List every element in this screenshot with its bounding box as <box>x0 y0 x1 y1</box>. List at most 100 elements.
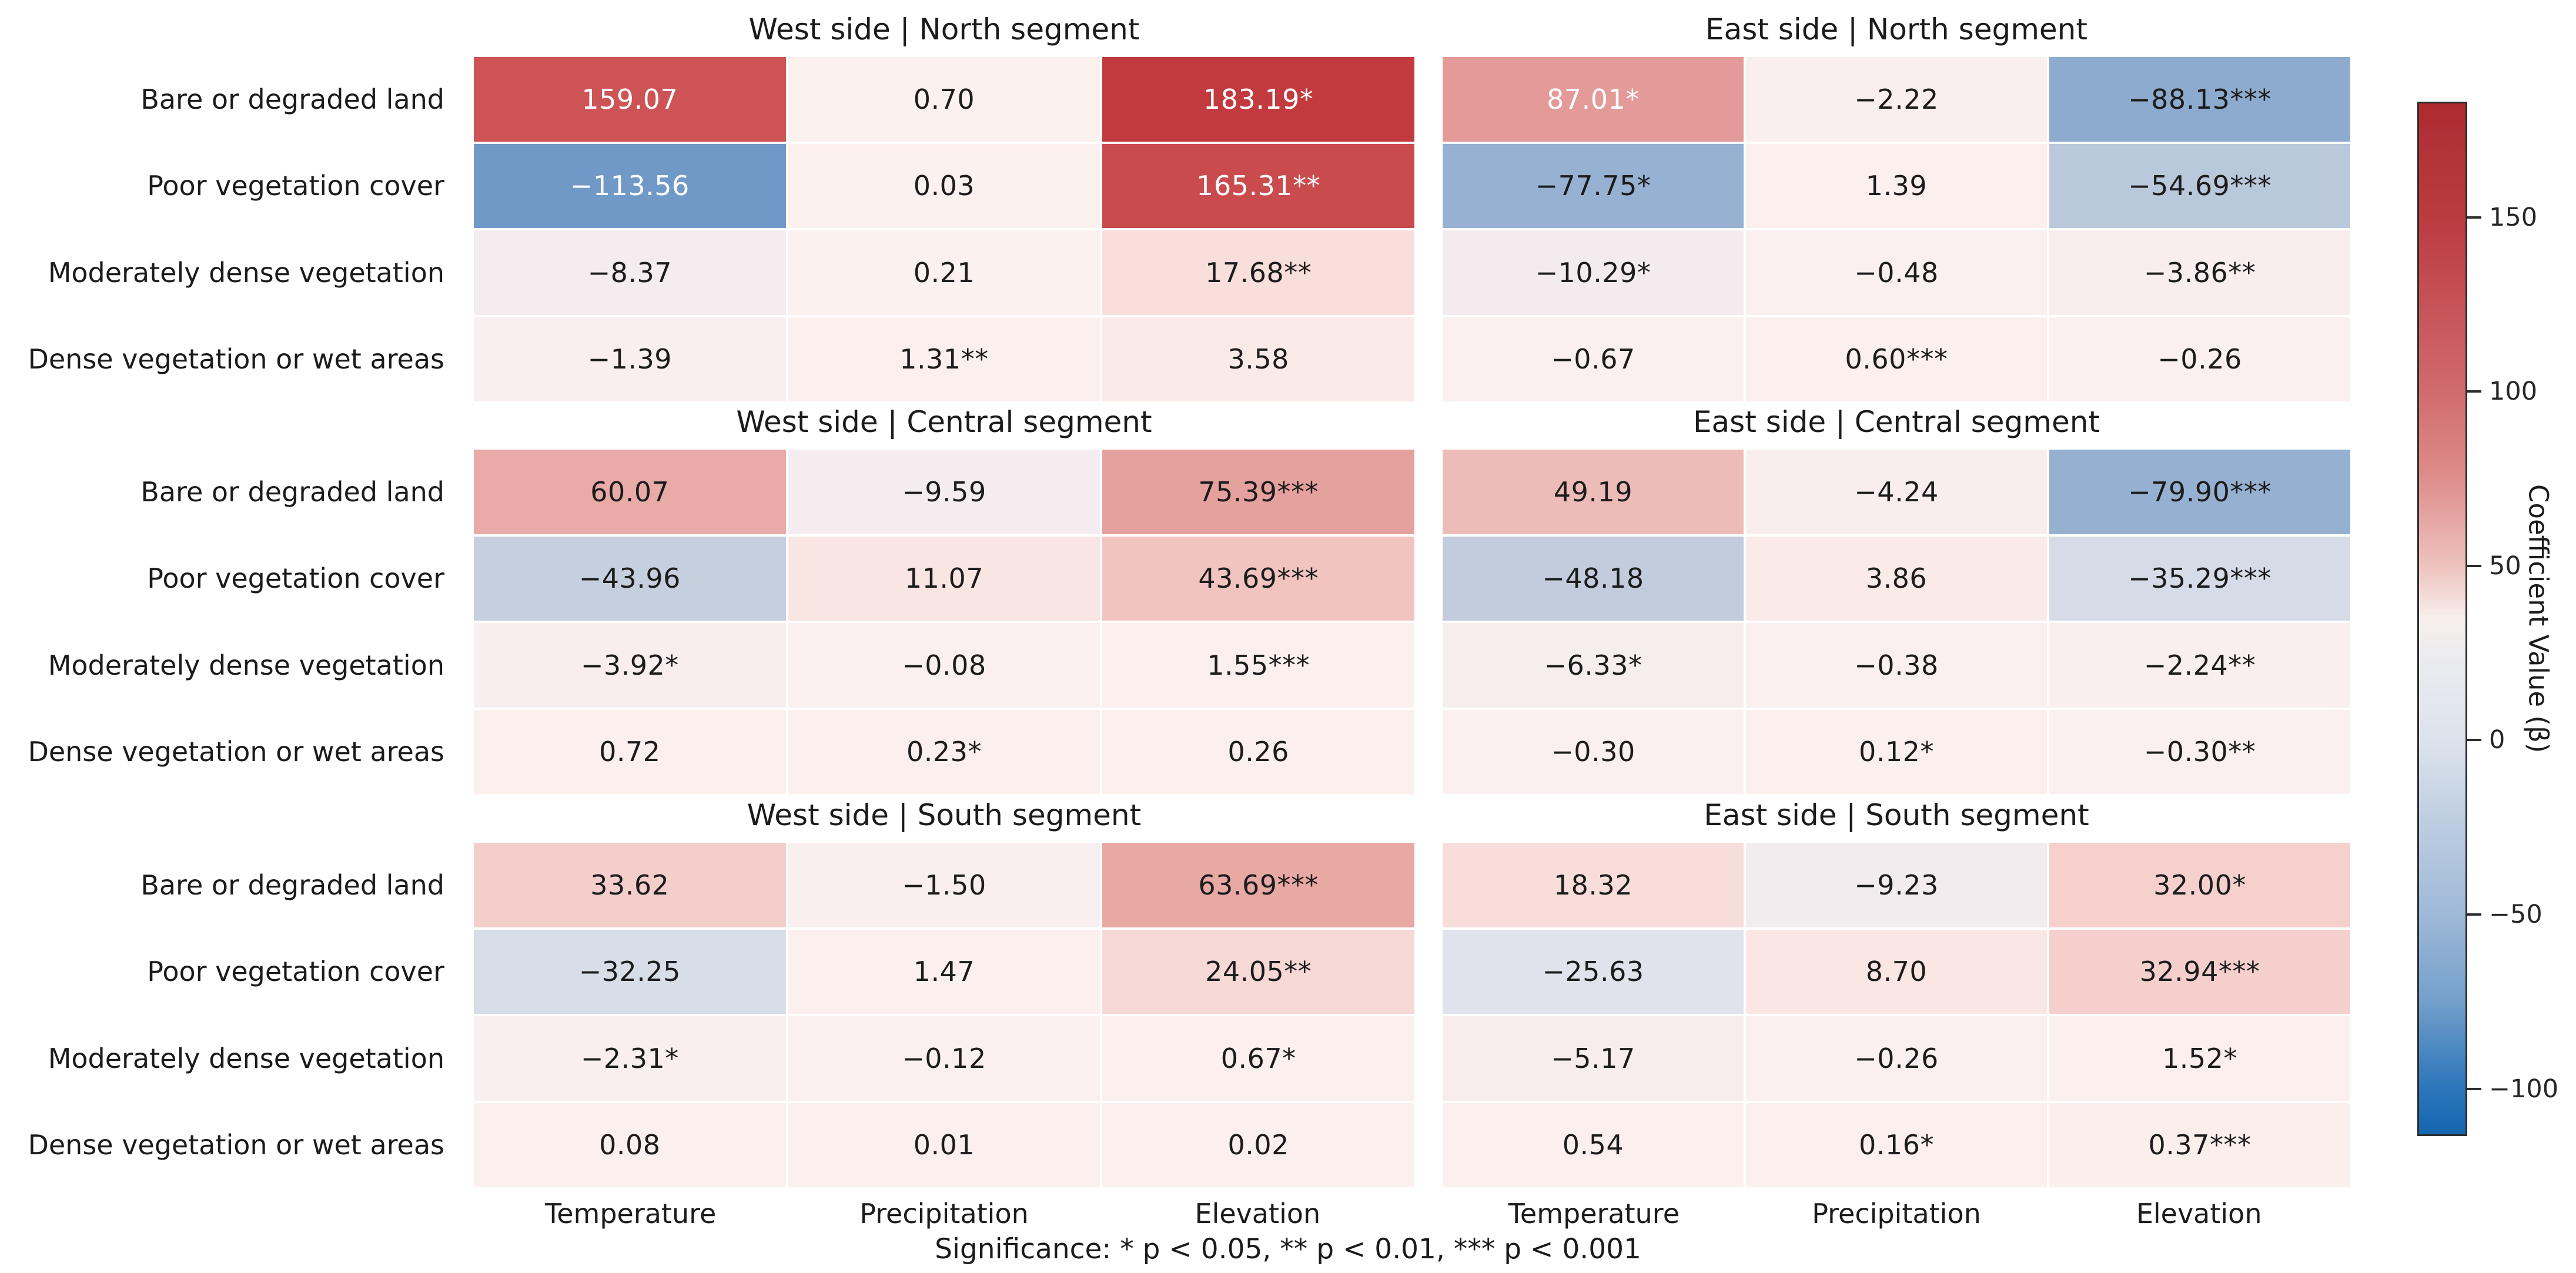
heatmap-cell: 0.37*** <box>2049 1103 2350 1187</box>
heatmap-cell: −6.33* <box>1443 623 1744 708</box>
heatmap-cell: −79.90*** <box>2049 450 2350 534</box>
heatmap-cell: −3.86** <box>2049 230 2350 315</box>
heatmap-cell: 17.68** <box>1102 230 1414 315</box>
heatmap-cell: −32.25 <box>474 929 786 1014</box>
panel-title: West side | Central segment <box>736 405 1152 439</box>
heatmap-cell: 0.02 <box>1102 1103 1414 1187</box>
row-label: Bare or degraded land <box>140 475 444 508</box>
x-axis-label: Temperature <box>544 1198 717 1230</box>
heatmap-cell: 0.08 <box>474 1103 786 1187</box>
row-label: Dense vegetation or wet areas <box>28 343 444 376</box>
row-label: Bare or degraded land <box>140 869 444 901</box>
row-label: Moderately dense vegetation <box>48 1042 444 1074</box>
heatmap-cell: −54.69*** <box>2049 143 2350 228</box>
heatmap-panel: 49.19 −4.24 −79.90*** −48.18 3.86 −35.29*** −6… <box>1443 450 2350 794</box>
heatmap-cell: −0.67 <box>1443 317 1744 401</box>
heatmap-cell: −1.50 <box>788 843 1100 927</box>
heatmap-cell: −77.75* <box>1443 143 1744 228</box>
significance-footnote: Significance: * p < 0.05, ** p < 0.01, *… <box>935 1233 1641 1265</box>
heatmap-cell: 32.94*** <box>2049 929 2350 1014</box>
heatmap-cell: 87.01* <box>1443 57 1744 142</box>
heatmap-cell: 165.31** <box>1102 143 1414 228</box>
panel-title: East side | Central segment <box>1692 405 2100 439</box>
heatmap-cell: 1.47 <box>788 929 1100 1014</box>
heatmap-panel: 87.01* −2.22 −88.13*** −77.75* 1.39 −54.69***… <box>1443 57 2350 401</box>
row-label: Poor vegetation cover <box>147 562 444 595</box>
heatmap-cell: 0.23* <box>788 709 1100 794</box>
colorbar-tick <box>2467 913 2481 916</box>
heatmap-cell: −3.92* <box>474 623 786 708</box>
x-axis-label: Precipitation <box>1812 1198 1981 1230</box>
heatmap-cell: 33.62 <box>474 843 786 927</box>
heatmap-cell: 0.12* <box>1746 709 2047 794</box>
heatmap-cell: 3.58 <box>1102 317 1414 401</box>
heatmap-cell: 63.69*** <box>1102 843 1414 927</box>
heatmap-panel: 18.32 −9.23 32.00* −25.63 8.70 32.94*** −5.17−… <box>1443 843 2350 1187</box>
heatmap-panel: 159.07 0.70 183.19* −113.56 0.03 165.31** −8.3… <box>474 57 1414 401</box>
heatmap-cell: −0.38 <box>1746 623 2047 708</box>
colorbar-axis-label: Coefficient Value (β) <box>2523 484 2554 753</box>
heatmap-cell: 0.21 <box>788 230 1100 315</box>
heatmap-cell: −25.63 <box>1443 929 1744 1014</box>
row-label: Poor vegetation cover <box>147 170 444 202</box>
heatmap-cell: −2.22 <box>1746 57 2047 142</box>
heatmap-cell: −0.08 <box>788 623 1100 708</box>
heatmap-cell: −0.30** <box>2049 709 2350 794</box>
heatmap-cell: −9.59 <box>788 450 1100 534</box>
colorbar-tick-label: 50 <box>2489 551 2521 581</box>
heatmap-cell: −5.17 <box>1443 1016 1744 1101</box>
heatmap-cell: −35.29*** <box>2049 536 2350 621</box>
heatmap-cell: −8.37 <box>474 230 786 315</box>
colorbar-tick <box>2467 739 2481 742</box>
heatmap-cell: 24.05** <box>1102 929 1414 1014</box>
colorbar-tick <box>2467 390 2481 393</box>
colorbar-tick-label: 100 <box>2489 377 2538 407</box>
x-axis-label: Temperature <box>1508 1198 1680 1230</box>
heatmap-cell: 0.01 <box>788 1103 1100 1187</box>
heatmap-cell: 1.39 <box>1746 143 2047 228</box>
heatmap-cell: 8.70 <box>1746 929 2047 1014</box>
colorbar-tick <box>2467 564 2481 567</box>
heatmap-cell: 0.16* <box>1746 1103 2047 1187</box>
x-axis-label: Elevation <box>1195 1198 1321 1230</box>
heatmap-cell: −1.39 <box>474 317 786 401</box>
heatmap-cell: −88.13*** <box>2049 57 2350 142</box>
heatmap-cell: 43.69*** <box>1102 536 1414 621</box>
heatmap-cell: −113.56 <box>474 143 786 228</box>
heatmap-cell: −4.24 <box>1746 450 2047 534</box>
heatmap-cell: 1.55*** <box>1102 623 1414 708</box>
heatmap-cell: −48.18 <box>1443 536 1744 621</box>
heatmap-cell: 183.19* <box>1102 57 1414 142</box>
x-axis-label: Elevation <box>2136 1198 2262 1230</box>
colorbar-tick <box>2467 216 2481 219</box>
heatmap-cell: −10.29* <box>1443 230 1744 315</box>
colorbar-tick <box>2467 1087 2481 1090</box>
row-label: Dense vegetation or wet areas <box>28 1129 444 1161</box>
heatmap-cell: 60.07 <box>474 450 786 534</box>
colorbar-tick-label: 0 <box>2489 725 2505 755</box>
heatmap-cell: 159.07 <box>474 57 786 142</box>
heatmap-cell: −2.31* <box>474 1016 786 1101</box>
heatmap-cell: 75.39*** <box>1102 450 1414 534</box>
heatmap-cell: 3.86 <box>1746 536 2047 621</box>
row-label: Moderately dense vegetation <box>48 649 444 681</box>
heatmap-cell: −43.96 <box>474 536 786 621</box>
heatmap-panel: 33.62 −1.50 63.69*** −32.25 1.47 24.05** −2.31… <box>474 843 1414 1187</box>
heatmap-cell: 0.60*** <box>1746 317 2047 401</box>
panel-title: East side | North segment <box>1705 12 2087 46</box>
heatmap-cell: −2.24** <box>2049 623 2350 708</box>
heatmap-cell: −0.30 <box>1443 709 1744 794</box>
heatmap-cell: 0.67* <box>1102 1016 1414 1101</box>
heatmap-cell: 0.54 <box>1443 1103 1744 1187</box>
heatmap-cell: −0.26 <box>1746 1016 2047 1101</box>
heatmap-cell: 49.19 <box>1443 450 1744 534</box>
heatmap-cell: −9.23 <box>1746 843 2047 927</box>
heatmap-cell: 1.52* <box>2049 1016 2350 1101</box>
x-axis-label: Precipitation <box>859 1198 1029 1230</box>
heatmap-cell: −0.26 <box>2049 317 2350 401</box>
heatmap-cell: 0.03 <box>788 143 1100 228</box>
colorbar <box>2417 102 2467 1136</box>
colorbar-tick-label: 150 <box>2489 202 2538 232</box>
heatmap-panel: 60.07 −9.59 75.39*** −43.96 11.07 43.69*** −3.… <box>474 450 1414 794</box>
